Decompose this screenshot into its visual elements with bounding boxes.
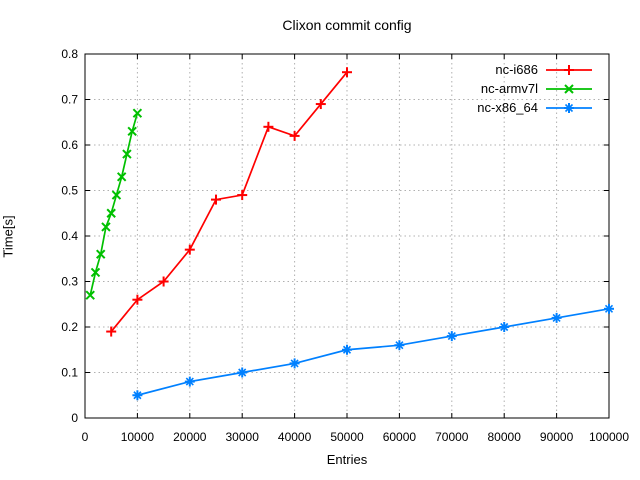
x-tick-label: 70000 <box>435 430 469 444</box>
y-tick-label: 0.3 <box>61 275 78 289</box>
asterisk-marker <box>500 322 509 332</box>
x-tick-label: 50000 <box>330 430 364 444</box>
cross-marker <box>564 84 574 94</box>
asterisk-marker <box>447 332 456 341</box>
y-tick-label: 0.7 <box>61 93 78 107</box>
y-tick-label: 0.8 <box>61 47 78 61</box>
x-tick-label: 60000 <box>383 430 417 444</box>
cross-marker <box>90 267 101 278</box>
y-tick-label: 0.1 <box>61 366 78 380</box>
x-tick-label: 0 <box>82 430 89 444</box>
series-line-nc-armv7l <box>89 112 139 296</box>
asterisk-marker <box>395 341 404 350</box>
series-line-nc-i686 <box>110 71 348 333</box>
legend-label-nc-x86_64: nc-x86_64 <box>477 100 538 115</box>
y-tick-label: 0.4 <box>61 229 78 243</box>
x-axis-label: Entries <box>326 452 368 467</box>
asterisk-marker <box>290 359 299 368</box>
x-tick-label: 20000 <box>173 430 207 444</box>
cross-marker <box>101 222 111 232</box>
asterisk-marker <box>552 313 561 322</box>
x-tick-label: 40000 <box>278 430 312 444</box>
x-tick-label: 30000 <box>226 430 260 444</box>
y-tick-label: 0.5 <box>61 184 78 198</box>
cross-marker <box>116 172 127 182</box>
y-tick-label: 0.6 <box>61 138 78 152</box>
cross-marker <box>96 249 106 259</box>
x-tick-label: 10000 <box>121 430 155 444</box>
cross-marker <box>122 149 132 159</box>
asterisk-marker <box>133 391 142 400</box>
chart-title: Clixon commit config <box>282 17 412 33</box>
y-tick-label: 0 <box>71 411 78 425</box>
series-line-nc-x86_64 <box>137 307 610 397</box>
x-tick-label: 80000 <box>488 430 522 444</box>
asterisk-marker <box>185 377 194 386</box>
asterisk-marker <box>564 103 574 113</box>
cross-marker <box>85 290 95 300</box>
asterisk-marker <box>604 304 614 313</box>
cross-marker <box>132 108 143 118</box>
cross-marker <box>111 190 122 200</box>
y-tick-label: 0.2 <box>61 320 78 334</box>
x-tick-label: 90000 <box>540 430 574 444</box>
legend-label-nc-i686: nc-i686 <box>495 62 538 77</box>
legend-label-nc-armv7l: nc-armv7l <box>481 81 538 96</box>
cross-marker <box>127 126 137 137</box>
x-tick-label: 100000 <box>589 430 629 444</box>
asterisk-marker <box>238 368 247 377</box>
asterisk-marker <box>342 345 352 354</box>
cross-marker <box>106 208 116 218</box>
